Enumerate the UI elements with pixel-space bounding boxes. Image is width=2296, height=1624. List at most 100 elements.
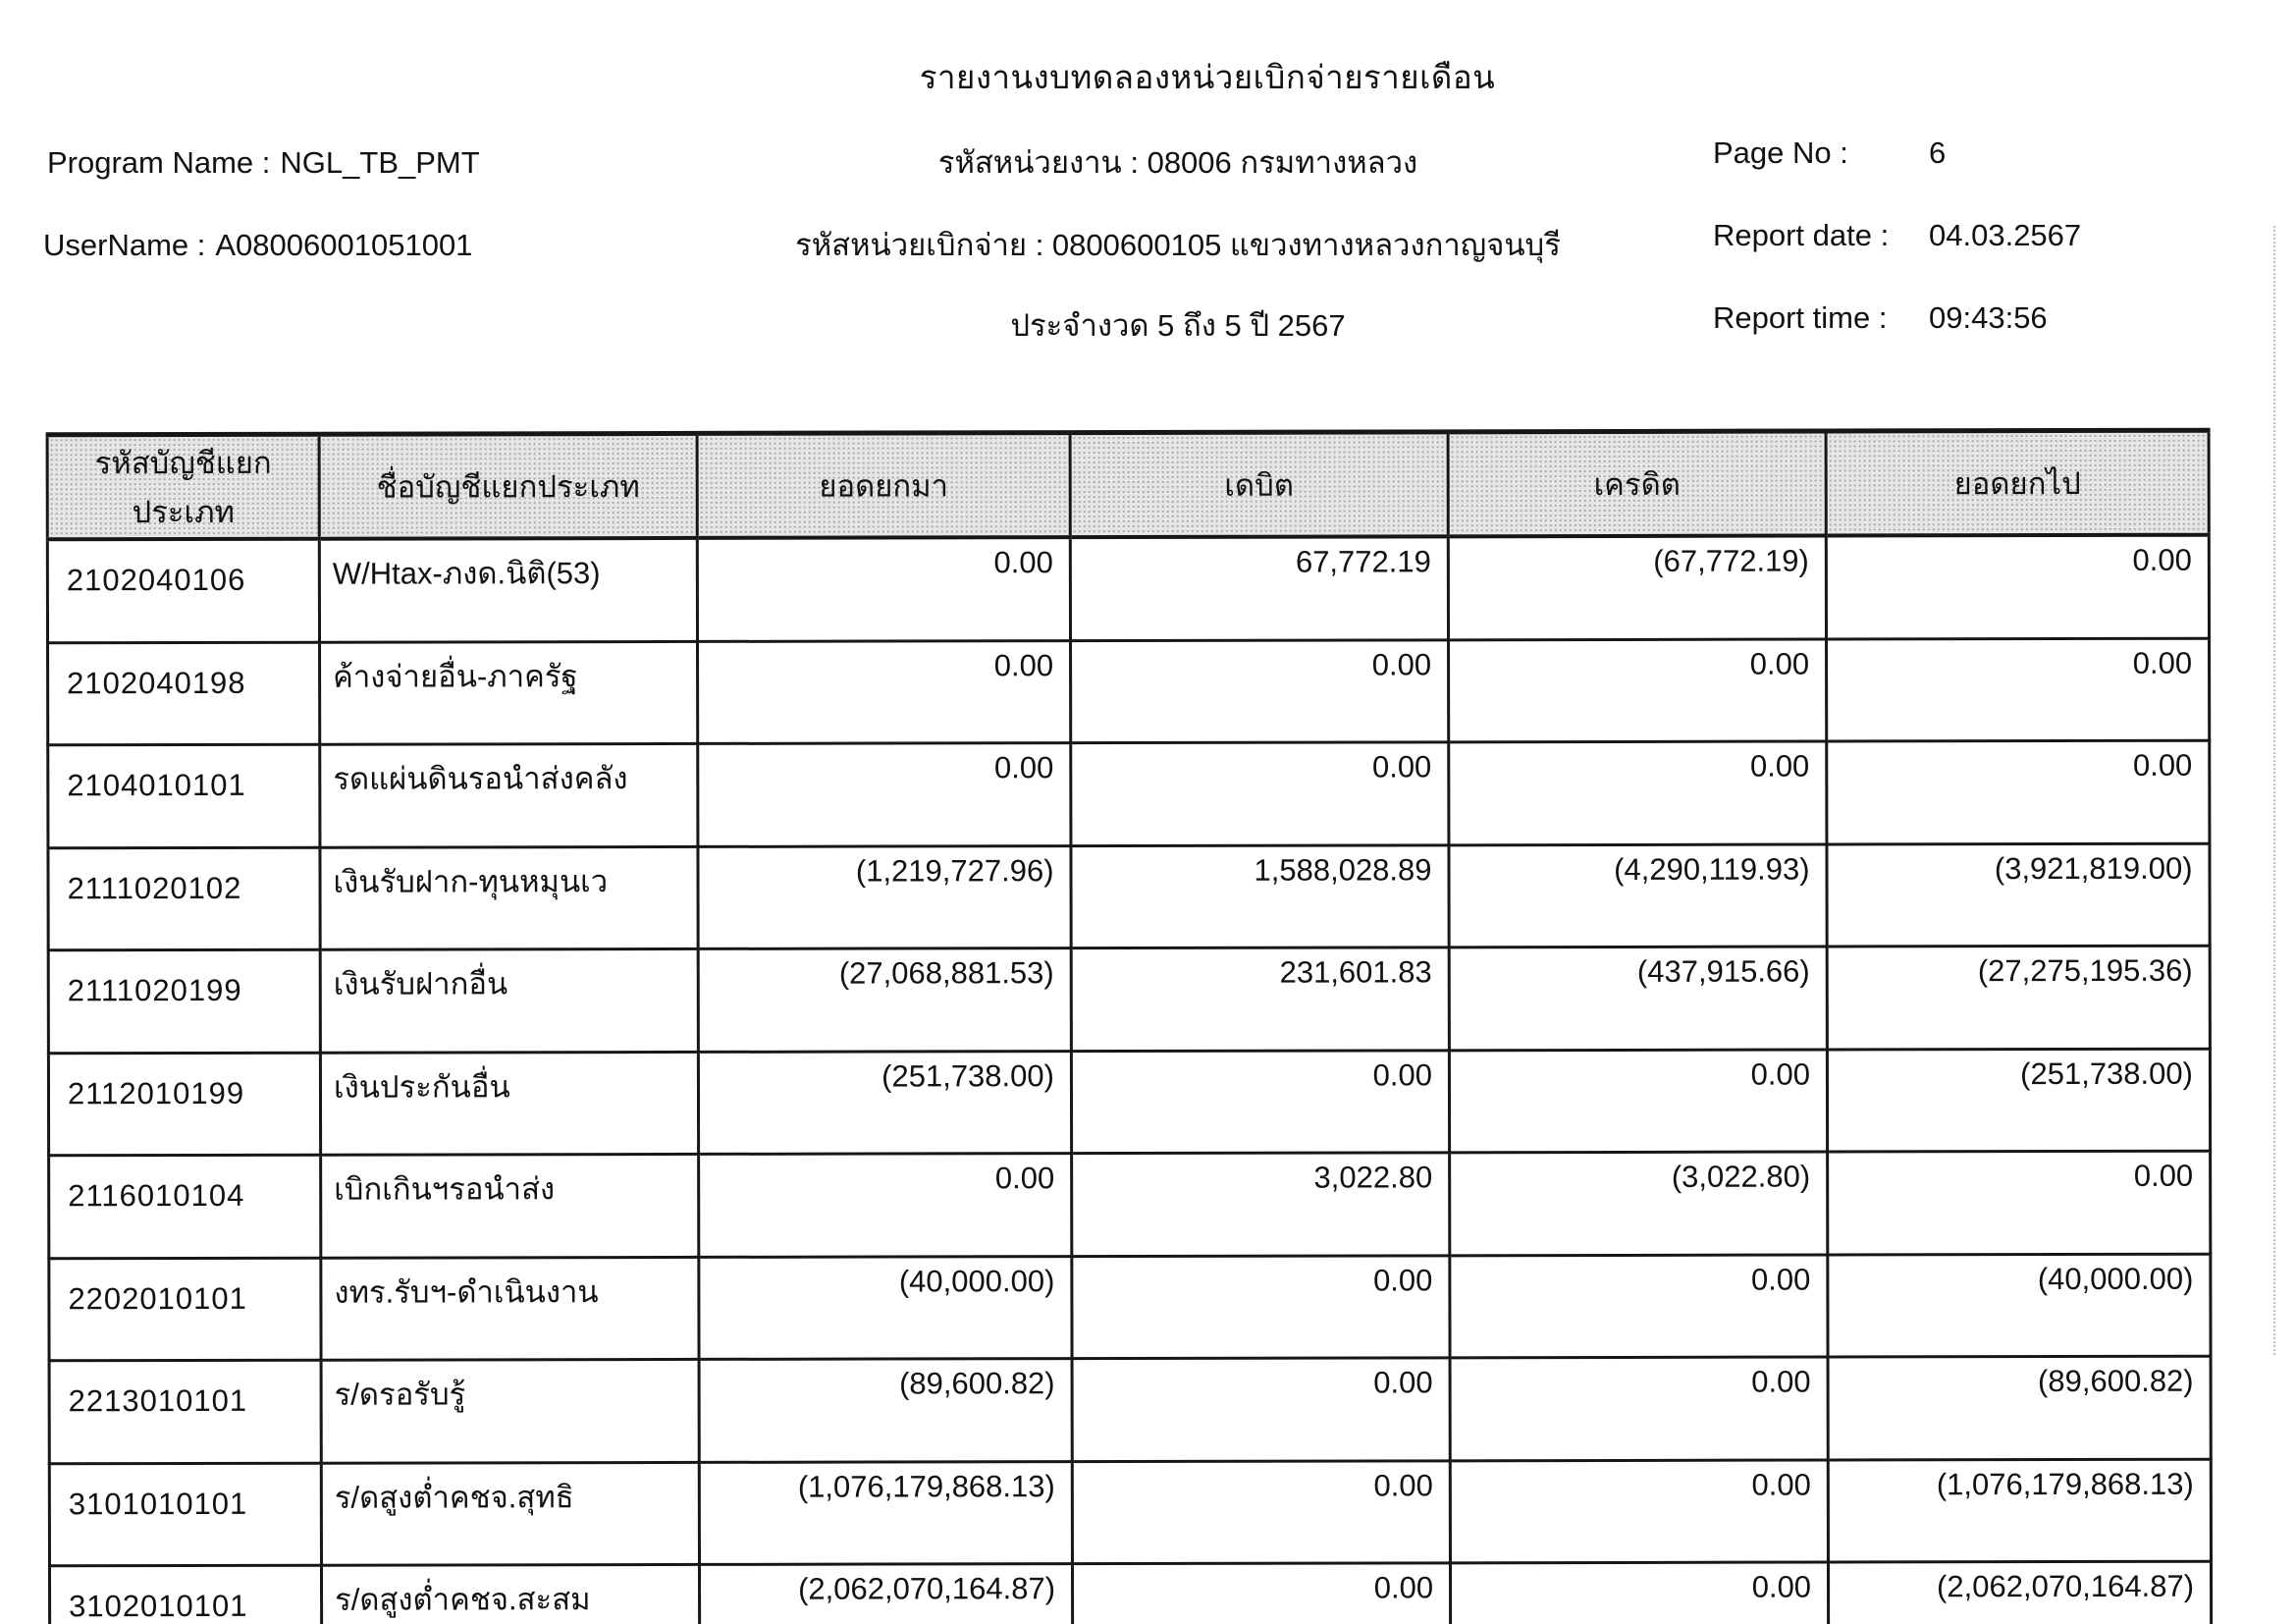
cell-account-name: ร/ดสูงต่ำคชจ.สุทธิ [321,1461,700,1566]
cell-debit: 0.00 [1071,1050,1450,1154]
cell-balance-carried-forward: (27,275,195.36) [1827,946,2211,1050]
cell-account-name: เงินรับฝากอื่น [320,948,699,1053]
cell-account-code: 2112010199 [48,1052,321,1156]
header-account-name: ชื่อบัญชีแยกประเภท [319,433,698,539]
page-no-value: 6 [1929,135,1947,170]
cell-account-name: เบิกเกินฯรอนำส่ง [320,1154,699,1258]
cell-debit: 0.00 [1070,639,1449,743]
cell-balance-carried-forward: (89,600.82) [1828,1356,2212,1460]
cell-account-code: 2111020102 [47,846,321,950]
page-no-line: Page No : 6 [1713,135,2263,218]
cell-debit: 0.00 [1072,1357,1451,1462]
table-row: 2213010101 ร/ดรอรับรู้ (89,600.82) 0.00 0.00… [49,1356,2212,1464]
table-row: 2116010104 เบิกเกินฯรอนำส่ง 0.00 3,022.80 (3… [48,1151,2211,1259]
cell-account-name: ร/ดสูงต่ำคชจ.สะสม [321,1564,700,1624]
cell-balance-brought-forward: (1,076,179,868.13) [699,1461,1073,1565]
cell-credit: 0.00 [1450,1562,1829,1624]
trial-balance-table: รหัสบัญชีแยกประเภท ชื่อบัญชีแยกประเภท ยอ… [46,428,2214,1624]
cell-credit: 0.00 [1449,1254,1829,1358]
cell-balance-brought-forward: (2,062,070,164.87) [699,1563,1073,1624]
program-name-line: Program Name : NGL_TB_PMT [47,145,480,181]
header-balance-carried-forward: ยอดยกไป [1826,430,2210,536]
table-row: 3102010101 ร/ดสูงต่ำคชจ.สะสม (2,062,070,16… [49,1561,2212,1624]
cell-account-code: 2213010101 [49,1360,322,1464]
cell-credit: 0.00 [1450,1459,1829,1563]
report-date-line: Report date : 04.03.2567 [1713,218,2263,300]
cell-account-code: 2116010104 [48,1155,321,1259]
table-row: 2112010199 เงินประกันอื่น (251,738.00) 0.00… [48,1048,2211,1156]
cell-balance-carried-forward: (2,062,070,164.87) [1828,1561,2212,1624]
cell-credit: 0.00 [1449,1049,1828,1153]
cell-balance-brought-forward: (1,219,727.96) [697,845,1072,949]
cell-account-name: ค้างจ่ายอื่น-ภาครัฐ [319,640,698,745]
cell-debit: 231,601.83 [1071,947,1450,1052]
program-name-value: NGL_TB_PMT [280,145,480,180]
table-row: 2102040198 ค้างจ่ายอื่น-ภาครัฐ 0.00 0.00 0.0… [47,637,2210,745]
cell-balance-carried-forward: (1,076,179,868.13) [1828,1458,2212,1563]
username-label: UserName : [43,228,206,262]
cell-account-code: 2111020199 [48,949,321,1054]
cell-account-name: ร/ดรอรับรู้ [321,1359,700,1463]
cell-credit: (4,290,119.93) [1448,843,1828,947]
disbursement-unit-line: รหัสหน่วยเบิกจ่าย : 0800600105 แขวงทางหล… [795,228,1561,262]
cell-account-code: 3101010101 [49,1462,322,1566]
cell-balance-carried-forward: 0.00 [1826,534,2210,639]
cell-balance-brought-forward: (40,000.00) [698,1256,1073,1360]
cell-debit: 1,588,028.89 [1070,844,1450,948]
cell-balance-carried-forward: 0.00 [1827,1151,2211,1255]
cell-balance-carried-forward: 0.00 [1826,740,2210,844]
cell-debit: 3,022.80 [1071,1152,1450,1257]
cell-debit: 0.00 [1070,741,1449,846]
cell-credit: (3,022.80) [1449,1152,1828,1256]
table-row: 2104010101 รดแผ่นดินรอนำส่งคลัง 0.00 0.00 0.… [47,740,2210,848]
cell-balance-carried-forward: (251,738.00) [1827,1048,2211,1153]
cell-account-code: 2104010101 [47,744,320,848]
report-date-label: Report date : [1713,218,1890,252]
agency-code-line: รหัสหน่วยงาน : 08006 กรมทางหลวง [937,145,1418,180]
cell-debit: 0.00 [1072,1460,1451,1564]
report-time-label: Report time : [1713,300,1888,335]
table-row: 2111020199 เงินรับฝากอื่น (27,068,881.53) 2… [48,946,2211,1054]
username-value: A08006001051001 [215,228,473,262]
table-body: 2102040106 W/Htax-ภงด.นิติ(53) 0.00 67,772.… [47,534,2212,1624]
table-row: 2202010101 งทร.รับฯ-ดำเนินงาน (40,000.00) 0… [48,1253,2212,1361]
report-date-value: 04.03.2567 [1929,218,2082,252]
period-line: ประจำงวด 5 ถึง 5 ปี 2567 [1010,308,1346,343]
cell-balance-brought-forward: (89,600.82) [699,1358,1073,1462]
header-account-code: รหัสบัญชีแยกประเภท [47,434,320,540]
report-meta-block: Page No : 6 Report date : 04.03.2567 Rep… [1713,135,2263,383]
cell-credit: (67,772.19) [1448,535,1827,640]
cell-balance-carried-forward: (3,921,819.00) [1826,842,2211,947]
cell-debit: 0.00 [1072,1562,1451,1624]
cell-account-code: 2202010101 [48,1257,322,1361]
report-title: รายงานงบทดลองหน่วยเบิกจ่ายรายเดือน [919,59,1496,95]
header-balance-brought-forward: ยอดยกมา [697,432,1071,538]
header-credit: เครดิต [1448,431,1827,537]
cell-balance-carried-forward: 0.00 [1826,637,2210,742]
cell-account-name: รดแผ่นดินรอนำส่งคลัง [319,743,698,847]
cell-balance-brought-forward: 0.00 [698,1153,1072,1257]
cell-credit: 0.00 [1448,638,1827,742]
cell-balance-brought-forward: (27,068,881.53) [698,947,1072,1052]
cell-account-name: งทร.รับฯ-ดำเนินงาน [320,1256,700,1361]
table-row: 3101010101 ร/ดสูงต่ำคชจ.สุทธิ (1,076,179,8… [49,1458,2212,1566]
report-time-line: Report time : 09:43:56 [1713,300,2263,383]
cell-account-name: W/Htax-ภงด.นิติ(53) [319,537,698,642]
header-debit: เดบิต [1070,431,1449,538]
cell-account-code: 2102040198 [47,641,320,745]
cell-credit: 0.00 [1450,1357,1829,1461]
cell-account-code: 2102040106 [47,538,320,643]
cell-account-name: เงินรับฝาก-ทุนหมุนเว [319,845,699,950]
cell-balance-carried-forward: (40,000.00) [1827,1253,2212,1358]
cell-balance-brought-forward: 0.00 [697,640,1071,744]
cell-account-name: เงินประกันอื่น [320,1051,699,1156]
cell-balance-brought-forward: (251,738.00) [698,1051,1072,1155]
cell-balance-brought-forward: 0.00 [697,742,1071,846]
cell-credit: 0.00 [1448,741,1827,845]
table-row: 2102040106 W/Htax-ภงด.นิติ(53) 0.00 67,772.… [47,534,2210,643]
cell-debit: 67,772.19 [1070,536,1449,641]
cell-credit: (437,915.66) [1449,947,1828,1051]
table-row: 2111020102 เงินรับฝาก-ทุนหมุนเว (1,219,727… [47,842,2211,950]
cell-debit: 0.00 [1071,1255,1451,1359]
